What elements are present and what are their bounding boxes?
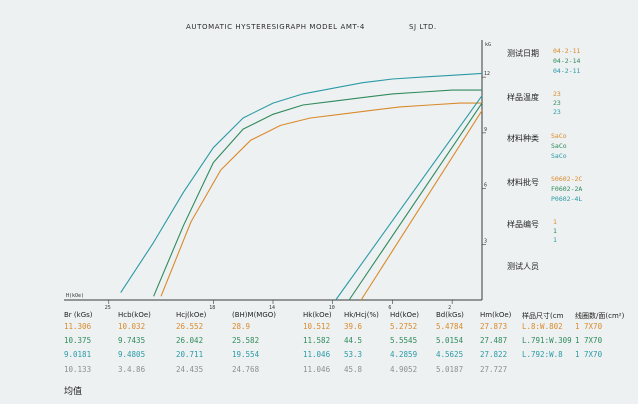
table-cell: 24.435 [176, 365, 204, 374]
table-cell: 4.5625 [436, 350, 464, 359]
y-tick-label: 9 [484, 127, 487, 133]
table-cell: 11.582 [303, 336, 331, 345]
y-tick-label: 6 [484, 183, 487, 189]
sample-temp-1: 23 [553, 90, 561, 98]
table-cell: 11.046 [303, 350, 331, 359]
test-date-3: 04-2-11 [553, 67, 581, 75]
batch-number-3: P0602-4L [551, 195, 583, 203]
table-cell: 25.582 [232, 336, 260, 345]
x-axis-label: H(kOe) [66, 293, 84, 299]
table-header-cell: Hm(kOe) [480, 311, 512, 319]
test-date-2: 04-2-14 [553, 57, 581, 65]
table-header-cell: Hk(kOe) [303, 311, 332, 319]
table-cell: 9.7435 [118, 336, 146, 345]
sample-id-label: 样品编号 [507, 220, 539, 229]
table-header-cell: 线圈数/面(cm²) [575, 312, 625, 320]
table-header-cell: Hcj(kOe) [176, 311, 207, 319]
table-cell: 26.042 [176, 336, 204, 345]
curve-4 [335, 95, 483, 301]
table-cell: 9.4805 [118, 350, 146, 359]
table-header-cell: Bd(kGs) [436, 311, 464, 319]
average-label: 均值 [64, 387, 83, 397]
y-tick-label: 12 [484, 71, 490, 77]
table-cell: 1 7X70 [575, 350, 603, 359]
table-cell: 11.306 [64, 322, 92, 331]
table-header-cell: Hcb(kOe) [118, 311, 151, 319]
table-cell: 1 7X70 [575, 322, 603, 331]
curve-6 [360, 110, 483, 301]
table-cell: 27.727 [480, 365, 508, 374]
curve-5 [348, 102, 483, 301]
x-tick-label: 2 [448, 305, 451, 311]
table-cell: 4.9052 [390, 365, 418, 374]
table-cell: 10.512 [303, 322, 331, 331]
table-cell: L.8:W.802 [522, 322, 563, 331]
y-axis-unit-label: kG [485, 42, 491, 48]
chart-axes [64, 40, 483, 301]
test-date-label: 测试日期 [507, 49, 539, 58]
sample-temp-3: 23 [553, 108, 561, 116]
curve-3 [160, 102, 482, 297]
table-cell: 9.0181 [64, 350, 92, 359]
table-cell: 39.6 [344, 322, 363, 331]
table-cell: 5.2752 [390, 322, 418, 331]
table-cell: 20.711 [176, 350, 204, 359]
sample-id-1: 1 [553, 218, 557, 226]
table-header-cell: Br (kGs) [64, 311, 93, 319]
table-cell: 10.133 [64, 365, 92, 374]
sample-temp-label: 样品温度 [507, 93, 539, 102]
batch-number-1: S0602-2C [551, 175, 583, 183]
x-tick-label: 18 [209, 305, 215, 311]
sample-id-2: 1 [553, 227, 557, 235]
material-type-label: 材料种类 [507, 134, 539, 143]
table-cell: 28.9 [232, 322, 251, 331]
operator-label: 测试人员 [507, 262, 539, 271]
material-type-3: SaCo [551, 152, 567, 160]
table-header-cell: 样品尺寸(cm [522, 312, 564, 320]
table-cell: L.792:W.8 [522, 350, 563, 359]
x-tick-label: 14 [269, 305, 275, 311]
table-cell: 26.552 [176, 322, 204, 331]
table-cell: 19.554 [232, 350, 260, 359]
chart-title: AUTOMATIC HYSTERESIGRAPH MODEL AMT-4 [186, 23, 365, 31]
table-cell: 5.5545 [390, 336, 418, 345]
table-cell: 10.375 [64, 336, 92, 345]
company-name: SJ LTD. [409, 23, 437, 31]
table-header-cell: Hd(kOe) [390, 311, 420, 319]
table-cell: 11.046 [303, 365, 331, 374]
batch-number-label: 材料批号 [507, 178, 539, 187]
table-cell: 27.873 [480, 322, 508, 331]
table-header-cell: Hk/Hcj(%) [344, 311, 379, 319]
chart-curves [120, 72, 483, 301]
table-cell: 53.3 [344, 350, 363, 359]
curve-2 [153, 89, 482, 297]
table-cell: 3.4.86 [118, 365, 146, 374]
table-cell: 45.8 [344, 365, 363, 374]
chart-ticks: H(kOe) kG 25 18 14 10 6 2 12 9 6 3 [66, 42, 491, 311]
table-cell: 27.487 [480, 336, 508, 345]
material-type-2: SaCo [551, 142, 567, 150]
x-tick-label: 6 [388, 305, 391, 311]
table-cell: 44.5 [344, 336, 363, 345]
table-header-cell: (BH)M(MGO) [232, 311, 277, 319]
table-cell: 27.822 [480, 350, 508, 359]
table-cell: 4.2859 [390, 350, 418, 359]
x-tick-label: 25 [105, 305, 111, 311]
table-cell: 5.4784 [436, 322, 464, 331]
batch-number-2: F0602-2A [551, 185, 583, 193]
table-cell: L.791:W.309 [522, 336, 572, 345]
sample-id-3: 1 [553, 236, 557, 244]
table-cell: 5.0187 [436, 365, 464, 374]
table-cell: 1 7X70 [575, 336, 603, 345]
table-cell: 10.032 [118, 322, 146, 331]
sample-temp-2: 23 [553, 99, 561, 107]
material-type-1: SaCo [551, 132, 567, 140]
table-cell: 24.768 [232, 365, 260, 374]
table-cell: 5.0154 [436, 336, 464, 345]
y-tick-label: 3 [484, 238, 487, 244]
curve-1 [120, 72, 483, 293]
x-tick-label: 10 [329, 305, 335, 311]
test-date-1: 04-2-11 [553, 47, 581, 55]
